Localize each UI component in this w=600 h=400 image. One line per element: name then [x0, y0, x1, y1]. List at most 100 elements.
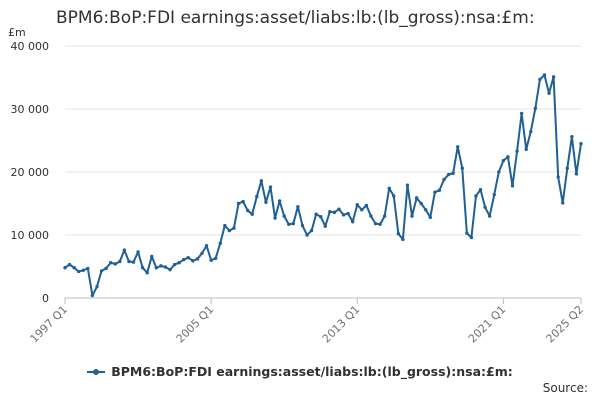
data-point: [556, 175, 560, 179]
data-point: [72, 266, 76, 270]
data-point: [460, 166, 464, 170]
data-point: [410, 214, 414, 218]
data-point: [76, 269, 81, 274]
data-point: [419, 201, 423, 206]
data-point: [328, 209, 332, 214]
data-point: [547, 91, 551, 95]
y-tick-label: 40 000: [11, 40, 50, 53]
data-point: [305, 233, 309, 237]
data-point: [191, 259, 195, 263]
y-tick-label: 0: [42, 292, 49, 305]
data-point: [95, 284, 99, 289]
data-point: [515, 149, 519, 153]
data-point: [204, 244, 209, 248]
data-point: [63, 266, 67, 270]
data-point: [182, 257, 186, 262]
data-point: [392, 194, 396, 198]
data-point: [483, 205, 487, 209]
data-point: [487, 214, 492, 218]
data-point: [565, 166, 570, 170]
data-point: [236, 201, 241, 206]
data-point: [104, 266, 108, 271]
data-point: [414, 196, 419, 200]
chart-title: BPM6:BoP:FDI earnings:asset/liabs:lb:(lb…: [56, 8, 535, 28]
legend-label: BPM6:BoP:FDI earnings:asset/liabs:lb:(lb…: [111, 364, 513, 379]
x-tick-label: 1997 Q1: [28, 303, 71, 346]
data-point: [382, 214, 387, 218]
data-point: [296, 204, 300, 209]
data-point: [245, 208, 250, 213]
data-point: [282, 214, 286, 218]
data-point: [268, 185, 273, 189]
series-line-group: [64, 73, 582, 297]
data-point: [145, 271, 149, 275]
data-point: [136, 250, 140, 254]
data-point: [501, 158, 506, 163]
data-point: [579, 141, 583, 146]
data-point: [140, 266, 145, 270]
data-point: [373, 221, 378, 226]
data-point: [81, 268, 85, 272]
data-point: [492, 192, 496, 197]
data-point: [163, 265, 168, 269]
data-point: [67, 262, 72, 267]
data-point: [474, 194, 478, 198]
data-point: [396, 232, 401, 236]
data-point: [506, 155, 510, 159]
data-point: [186, 255, 190, 260]
x-tick-label: 2013 Q1: [320, 303, 363, 346]
data-point: [309, 228, 314, 233]
data-point: [574, 172, 579, 176]
data-point: [319, 215, 323, 219]
axes: 0 10 000 20 000 30 000 40 000£m 1997 Q1 2005 Q…: [8, 26, 586, 345]
data-point: [168, 267, 172, 272]
data-point: [561, 201, 565, 205]
data-point: [437, 188, 442, 192]
data-point: [364, 203, 369, 208]
legend-swatch-icon: [87, 367, 106, 377]
data-point: [232, 226, 236, 230]
data-point: [524, 147, 528, 152]
data-point: [533, 106, 538, 111]
data-point: [131, 260, 136, 264]
data-point: [369, 214, 373, 218]
data-point: [277, 199, 282, 203]
data-point: [332, 210, 337, 215]
data-point: [538, 77, 542, 82]
data-point: [323, 224, 327, 228]
data-point: [122, 248, 127, 252]
data-point: [99, 269, 104, 273]
data-point: [529, 129, 533, 134]
data-point: [401, 237, 405, 242]
y-tick-label: 10 000: [11, 229, 50, 242]
data-point: [551, 75, 556, 79]
data-point: [200, 251, 204, 255]
data-point: [154, 266, 159, 270]
data-point: [405, 183, 410, 187]
data-point: [355, 203, 359, 207]
data-point: [350, 220, 355, 224]
series-line: [64, 73, 582, 297]
data-point: [108, 261, 113, 265]
y-tick-label: 30 000: [11, 103, 50, 116]
data-point: [159, 264, 163, 268]
data-point: [287, 222, 291, 226]
series-points-group: [63, 73, 583, 298]
data-point: [424, 208, 428, 212]
data-point: [346, 211, 350, 216]
data-point: [241, 199, 245, 204]
data-point: [510, 184, 515, 188]
data-point: [195, 257, 200, 261]
data-point: [209, 258, 213, 262]
y-tick-label: 20 000: [11, 166, 50, 179]
data-point: [177, 261, 181, 265]
data-point: [428, 215, 433, 220]
data-point: [118, 259, 122, 264]
gridlines: [65, 45, 581, 236]
data-point: [218, 241, 222, 245]
data-point: [259, 179, 264, 183]
data-point: [86, 266, 90, 271]
data-point: [451, 171, 455, 175]
data-point: [90, 293, 95, 298]
